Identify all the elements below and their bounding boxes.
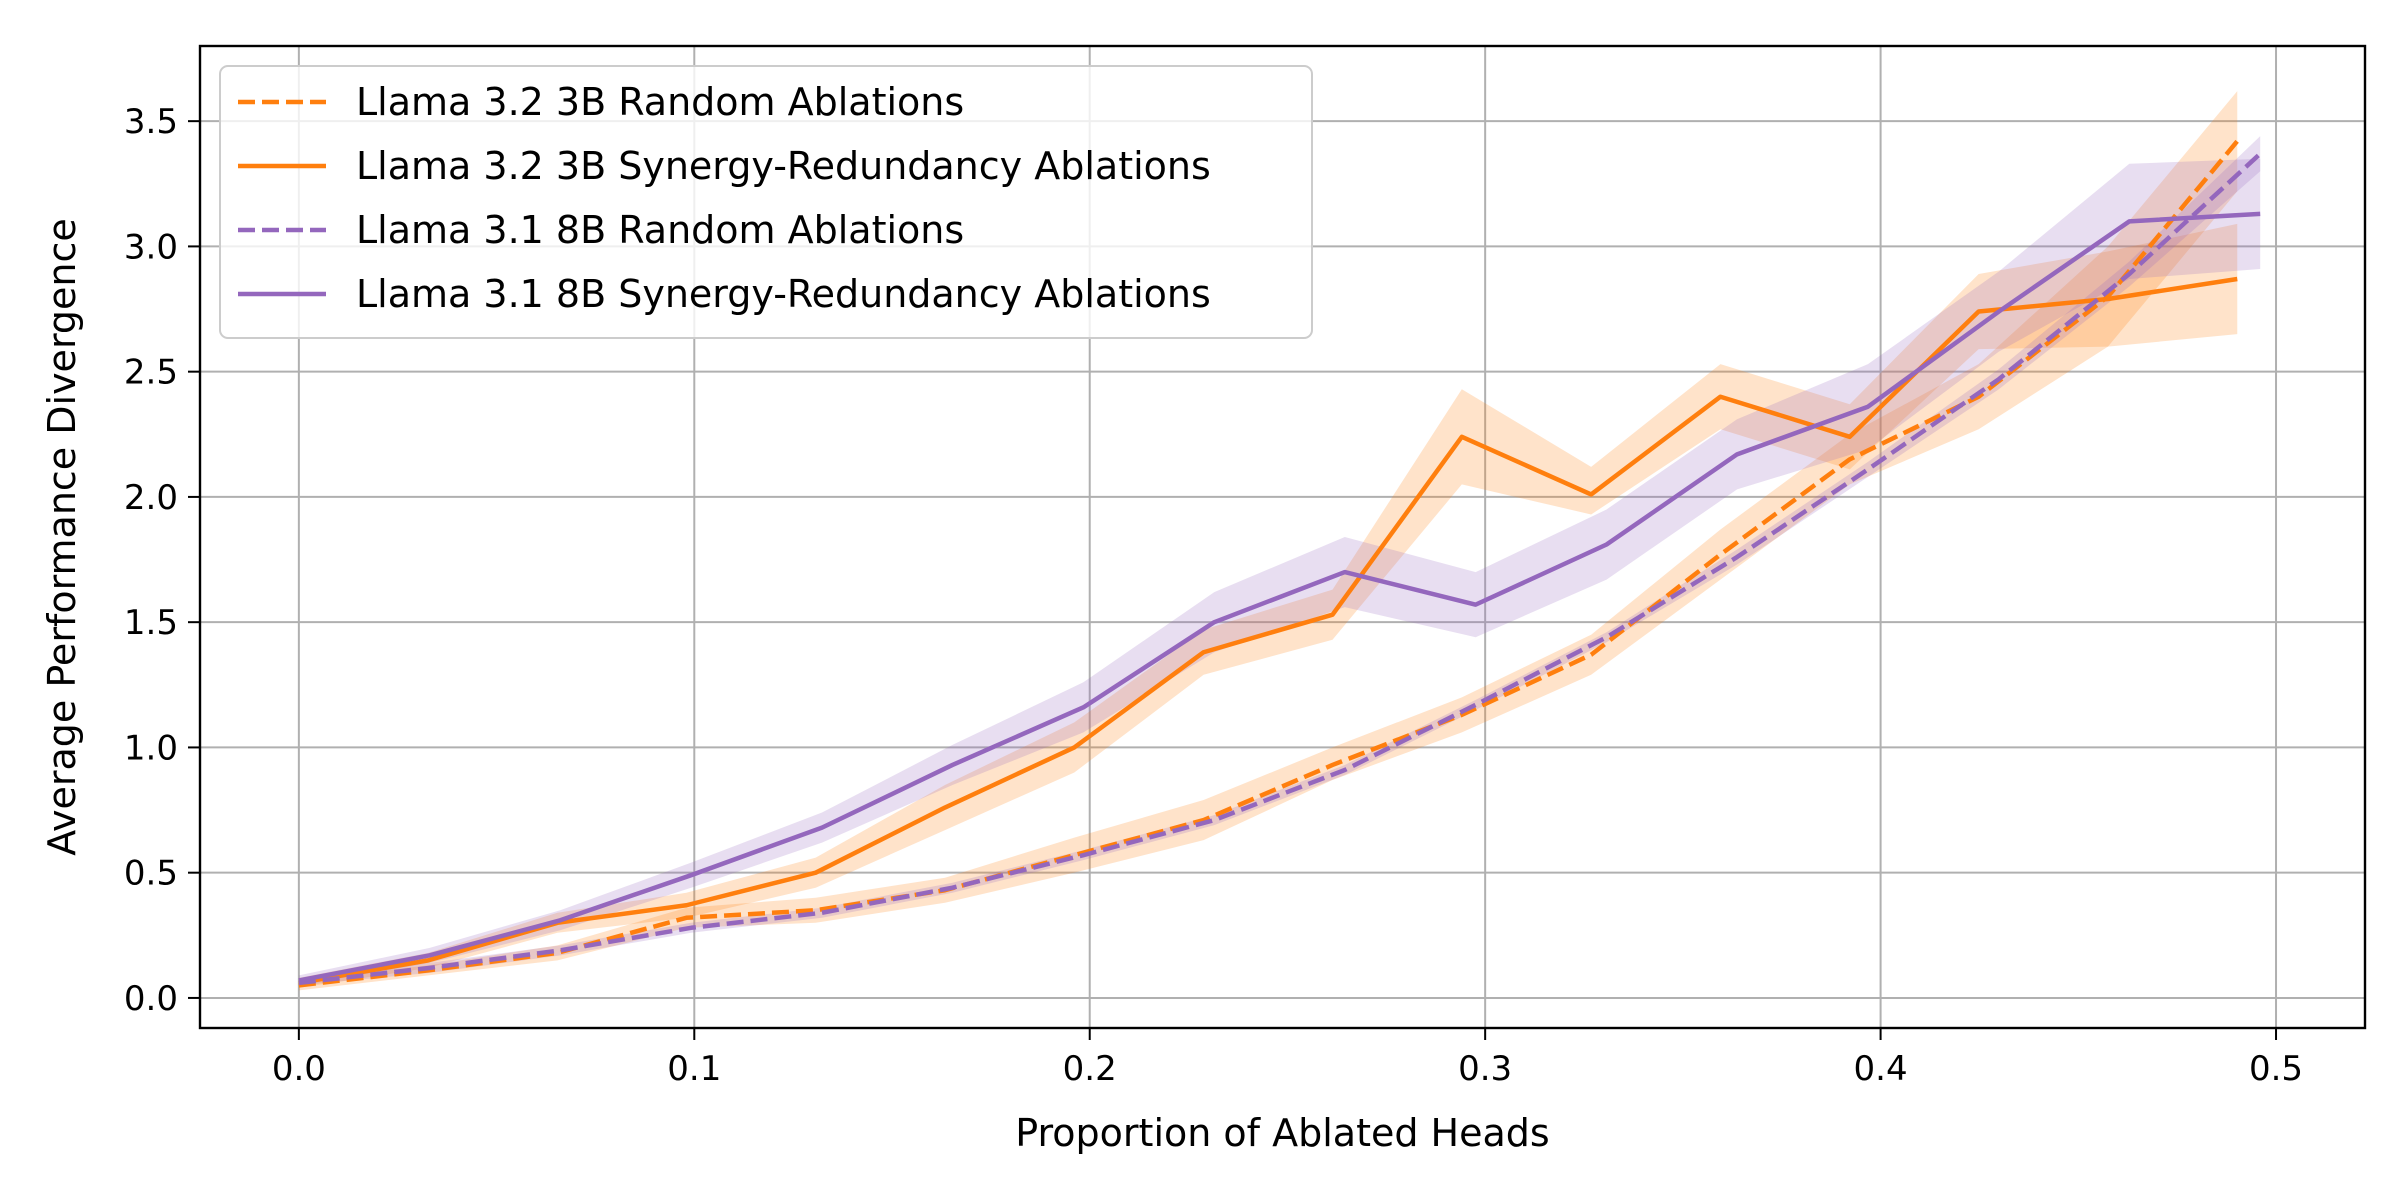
y-axis-label: Average Performance Divergence [40,218,84,856]
legend-label: Llama 3.2 3B Synergy-Redundancy Ablation… [356,144,1211,188]
y-tick-label: 1.5 [124,603,178,643]
line-llama-3-1-8b-synergy-redundancy-ablations [298,211,2261,983]
y-tick-label: 0.5 [124,854,178,894]
line-llama-3-1-8b-random-ablations [298,152,2262,986]
axis-ticks: 0.0 0.1 0.2 0.3 0.4 0.5 0.0 0.5 1.0 1.5 2.0 2.5 3.0 3… [124,102,2303,1089]
y-tick-label: 3.0 [124,227,178,267]
band-llama-3-1-8b-synergy-redundancy-ablations [298,158,2261,986]
band-llama-3-2-3b-synergy-redundancy-ablations [298,223,2238,988]
legend-label: Llama 3.1 8B Random Ablations [356,208,964,252]
x-tick-label: 0.1 [667,1049,721,1089]
legend-box [219,65,1313,339]
series-lines [298,139,2262,988]
y-tick-label: 3.5 [124,102,178,142]
legend-label: Llama 3.2 3B Random Ablations [356,80,964,124]
x-tick-label: 0.3 [1458,1049,1512,1089]
legend: Llama 3.2 3B Random Ablations Llama 3.2 3… [219,65,1313,339]
y-tick-label: 2.0 [124,478,178,518]
x-tick-label: 0.2 [1063,1049,1117,1089]
line-llama-3-2-3b-random-ablations [298,139,2240,988]
x-tick-label: 0.0 [272,1049,326,1089]
x-tick-label: 0.4 [1854,1049,1908,1089]
y-tick-label: 0.0 [124,979,178,1019]
y-tick-label: 1.0 [124,728,178,768]
legend-label: Llama 3.1 8B Synergy-Redundancy Ablation… [356,272,1211,316]
y-tick-label: 2.5 [124,353,178,393]
x-axis-label: Proportion of Ablated Heads [1015,1111,1549,1155]
confidence-bands [298,91,2261,991]
x-tick-label: 0.5 [2249,1049,2303,1089]
plot-frame [198,44,2367,1030]
